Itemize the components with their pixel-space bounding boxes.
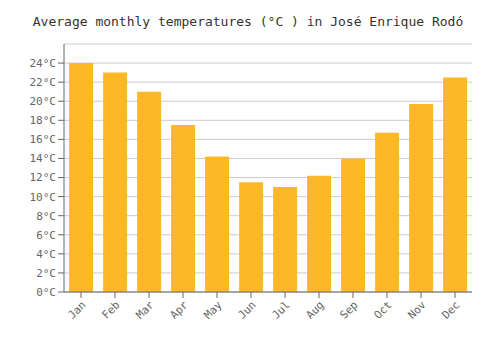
svg-text:Jun: Jun	[235, 298, 258, 321]
svg-text:Mar: Mar	[133, 298, 157, 322]
svg-text:Jan: Jan	[65, 298, 88, 321]
svg-text:Jul: Jul	[269, 298, 292, 321]
svg-text:8°C: 8°C	[36, 210, 56, 223]
svg-text:Oct: Oct	[371, 298, 394, 321]
svg-text:Aug: Aug	[303, 298, 326, 321]
svg-text:May: May	[201, 298, 225, 322]
svg-text:12°C: 12°C	[30, 171, 57, 184]
svg-text:6°C: 6°C	[36, 229, 56, 242]
svg-text:2°C: 2°C	[36, 267, 56, 280]
svg-text:22°C: 22°C	[30, 76, 57, 89]
svg-text:16°C: 16°C	[30, 133, 57, 146]
svg-text:4°C: 4°C	[36, 248, 56, 261]
svg-text:Dec: Dec	[439, 298, 462, 321]
svg-text:Apr: Apr	[167, 298, 191, 322]
html-text:Average monthly temperatures (: Average monthly temperatures (°C ) in Jo…	[32, 14, 464, 29]
svg-text:Nov: Nov	[405, 298, 429, 322]
svg-text:Feb: Feb	[99, 298, 122, 321]
svg-text:10°C: 10°C	[30, 191, 57, 204]
svg-text:20°C: 20°C	[30, 95, 57, 108]
svg-text:24°C: 24°C	[30, 57, 57, 70]
svg-text:0°C: 0°C	[36, 286, 56, 299]
svg-text:14°C: 14°C	[30, 152, 57, 165]
svg-text:Sep: Sep	[337, 298, 360, 321]
svg-text:18°C: 18°C	[30, 114, 57, 127]
